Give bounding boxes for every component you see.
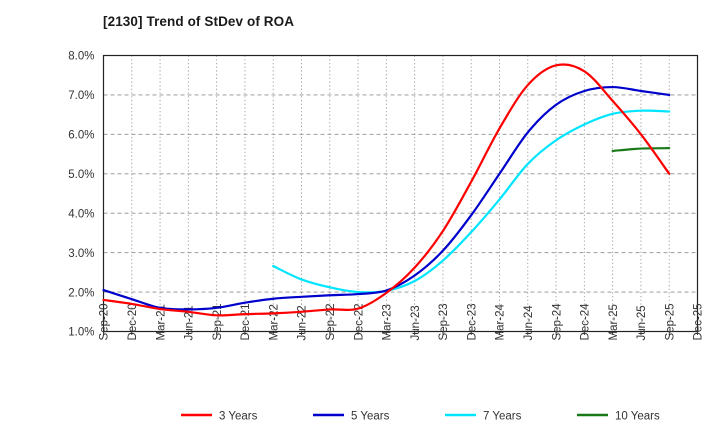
x-axis-tick-label: Dec-22 [353, 303, 365, 340]
legend-label-7-years: 7 Years [483, 410, 522, 422]
x-axis-tick-label: Sep-20 [99, 303, 111, 340]
x-axis-tick-label: Mar-21 [155, 304, 167, 340]
x-axis-tick-label: Jun-24 [523, 305, 535, 341]
y-axis-tick-label: 7.0% [68, 90, 94, 102]
chart-title: [2130] Trend of StDev of ROA [103, 14, 295, 29]
x-axis-tick-label: Jun-22 [297, 305, 309, 340]
series-line-3-years [102, 63, 671, 317]
x-axis-tick-label: Dec-23 [466, 303, 478, 340]
x-axis-tick-label: Mar-25 [608, 304, 620, 340]
x-axis-tick-label: Dec-24 [580, 303, 592, 341]
y-axis-tick-label: 1.0% [68, 327, 94, 339]
x-axis-tick-label: Jun-21 [184, 305, 196, 340]
x-axis-tick-label: Mar-23 [382, 304, 394, 340]
y-axis-tick-label: 6.0% [68, 130, 94, 142]
y-axis-tick-label: 8.0% [68, 51, 94, 63]
x-axis-tick-label: Sep-23 [438, 303, 450, 340]
x-axis-tick-label: Sep-24 [551, 303, 563, 341]
series-line-10-years [611, 147, 671, 153]
series-line-5-years [102, 85, 671, 311]
x-axis-tick-label: Sep-22 [325, 303, 337, 340]
legend-label-5-years: 5 Years [351, 410, 390, 422]
y-axis-tick-label: 2.0% [68, 287, 94, 299]
x-axis-tick-label: Jun-23 [410, 305, 422, 340]
y-axis-tick-label: 3.0% [68, 248, 94, 260]
x-axis-tick-label: Mar-22 [268, 304, 280, 340]
legend-label-10-years: 10 Years [615, 410, 660, 422]
series-line-7-years [272, 109, 671, 294]
x-axis-tick-label: Sep-21 [212, 303, 224, 340]
y-axis-tick-label: 5.0% [68, 169, 94, 181]
legend-label-3-years: 3 Years [219, 410, 258, 422]
x-axis-tick-label: Dec-25 [693, 303, 705, 340]
x-axis-tick-label: Dec-20 [127, 303, 139, 340]
y-axis-tick-label: 4.0% [68, 208, 94, 220]
x-axis-tick-label: Sep-25 [664, 303, 676, 340]
x-axis-tick-label: Jun-25 [636, 305, 648, 340]
x-axis-tick-label: Dec-21 [240, 303, 252, 340]
x-axis-tick-label: Mar-24 [495, 303, 507, 340]
